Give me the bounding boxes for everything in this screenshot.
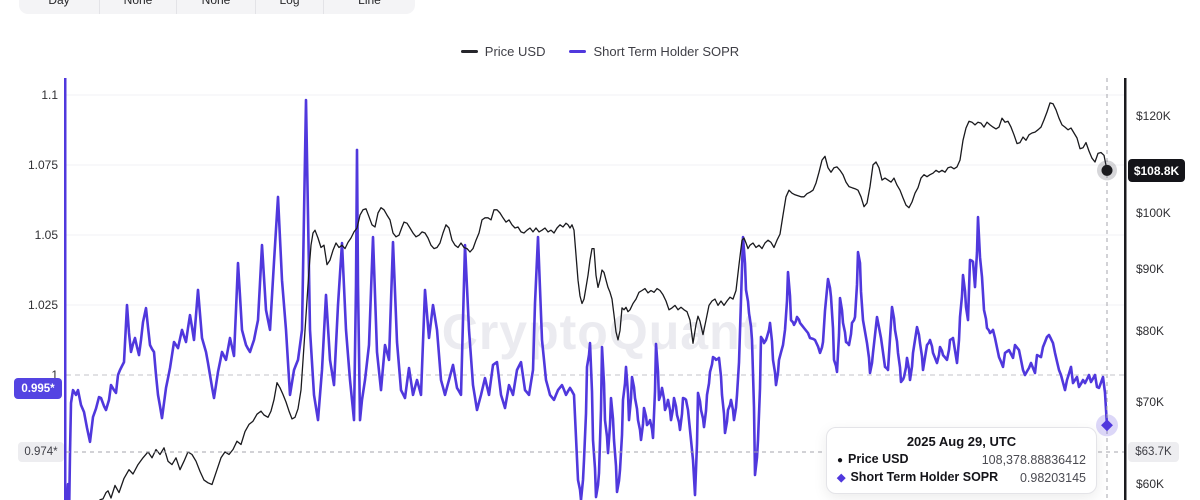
price-dot-icon: ● [837,455,844,466]
price-line [99,102,1108,500]
chart-legend: Price USD Short Term Holder SOPR [0,44,1200,59]
crosshair-left-value-badge: 0.974* [18,442,64,462]
price-last-value-badge: $108.8K [1128,159,1185,182]
right-axis-tick-label: $120K [1136,109,1171,124]
sopr-diamond-icon: ◆ [837,472,846,484]
legend-swatch-icon [569,50,587,53]
tooltip-price-value: 108,378.88836412 [981,453,1086,467]
legend-label: Price USD [484,44,546,59]
chart-tooltip: 2025 Aug 29, UTC ● Price USD 108,378.8883… [826,427,1097,494]
legend-swatch-icon [460,50,478,53]
price-marker [1101,164,1113,176]
right-axis-tick-label: $80K [1136,324,1165,339]
toolbar-button-none[interactable]: None [99,0,176,14]
tooltip-row-sopr: ◆ Short Term Holder SOPR 0.98203145 [837,470,1086,485]
right-axis-tick-label: $70K [1136,394,1165,409]
left-axis-line [64,78,67,500]
sopr-last-value-badge: 0.995* [14,378,62,399]
left-axis-tick-label: 1 [51,368,58,382]
left-axis-tick-label: 1.025 [27,298,58,312]
chart-toolbar: Day None None Log Line [19,0,415,14]
tooltip-row-price: ● Price USD 108,378.88836412 [837,452,1086,467]
cryptoquant-watermark: CryptoQuant [441,304,759,360]
toolbar-button-log[interactable]: Log [255,0,323,14]
left-axis-tick-label: 1.05 [34,228,58,242]
sopr-line [64,98,1109,500]
toolbar-button-day[interactable]: Day [48,0,70,7]
right-axis-line [1124,78,1127,500]
right-axis-tick-label: $90K [1136,261,1165,276]
legend-item-price-usd[interactable]: Price USD [460,44,546,59]
tooltip-date: 2025 Aug 29, UTC [906,434,1017,449]
right-axis-tick-label: $60K [1136,476,1165,491]
left-axis-tick-label: 1.1 [41,88,58,102]
toolbar-button-line[interactable]: Line [323,0,415,14]
legend-label: Short Term Holder SOPR [593,44,740,59]
legend-item-short-term-holder-sopr[interactable]: Short Term Holder SOPR [569,44,739,59]
left-axis-tick-label: 1.075 [27,158,58,172]
toolbar-button-none[interactable]: None [176,0,255,14]
right-axis-tick-label: $100K [1136,206,1171,220]
tooltip-sopr-value: 0.98203145 [1019,470,1086,485]
crosshair-right-value-badge: $63.7K [1128,442,1179,462]
